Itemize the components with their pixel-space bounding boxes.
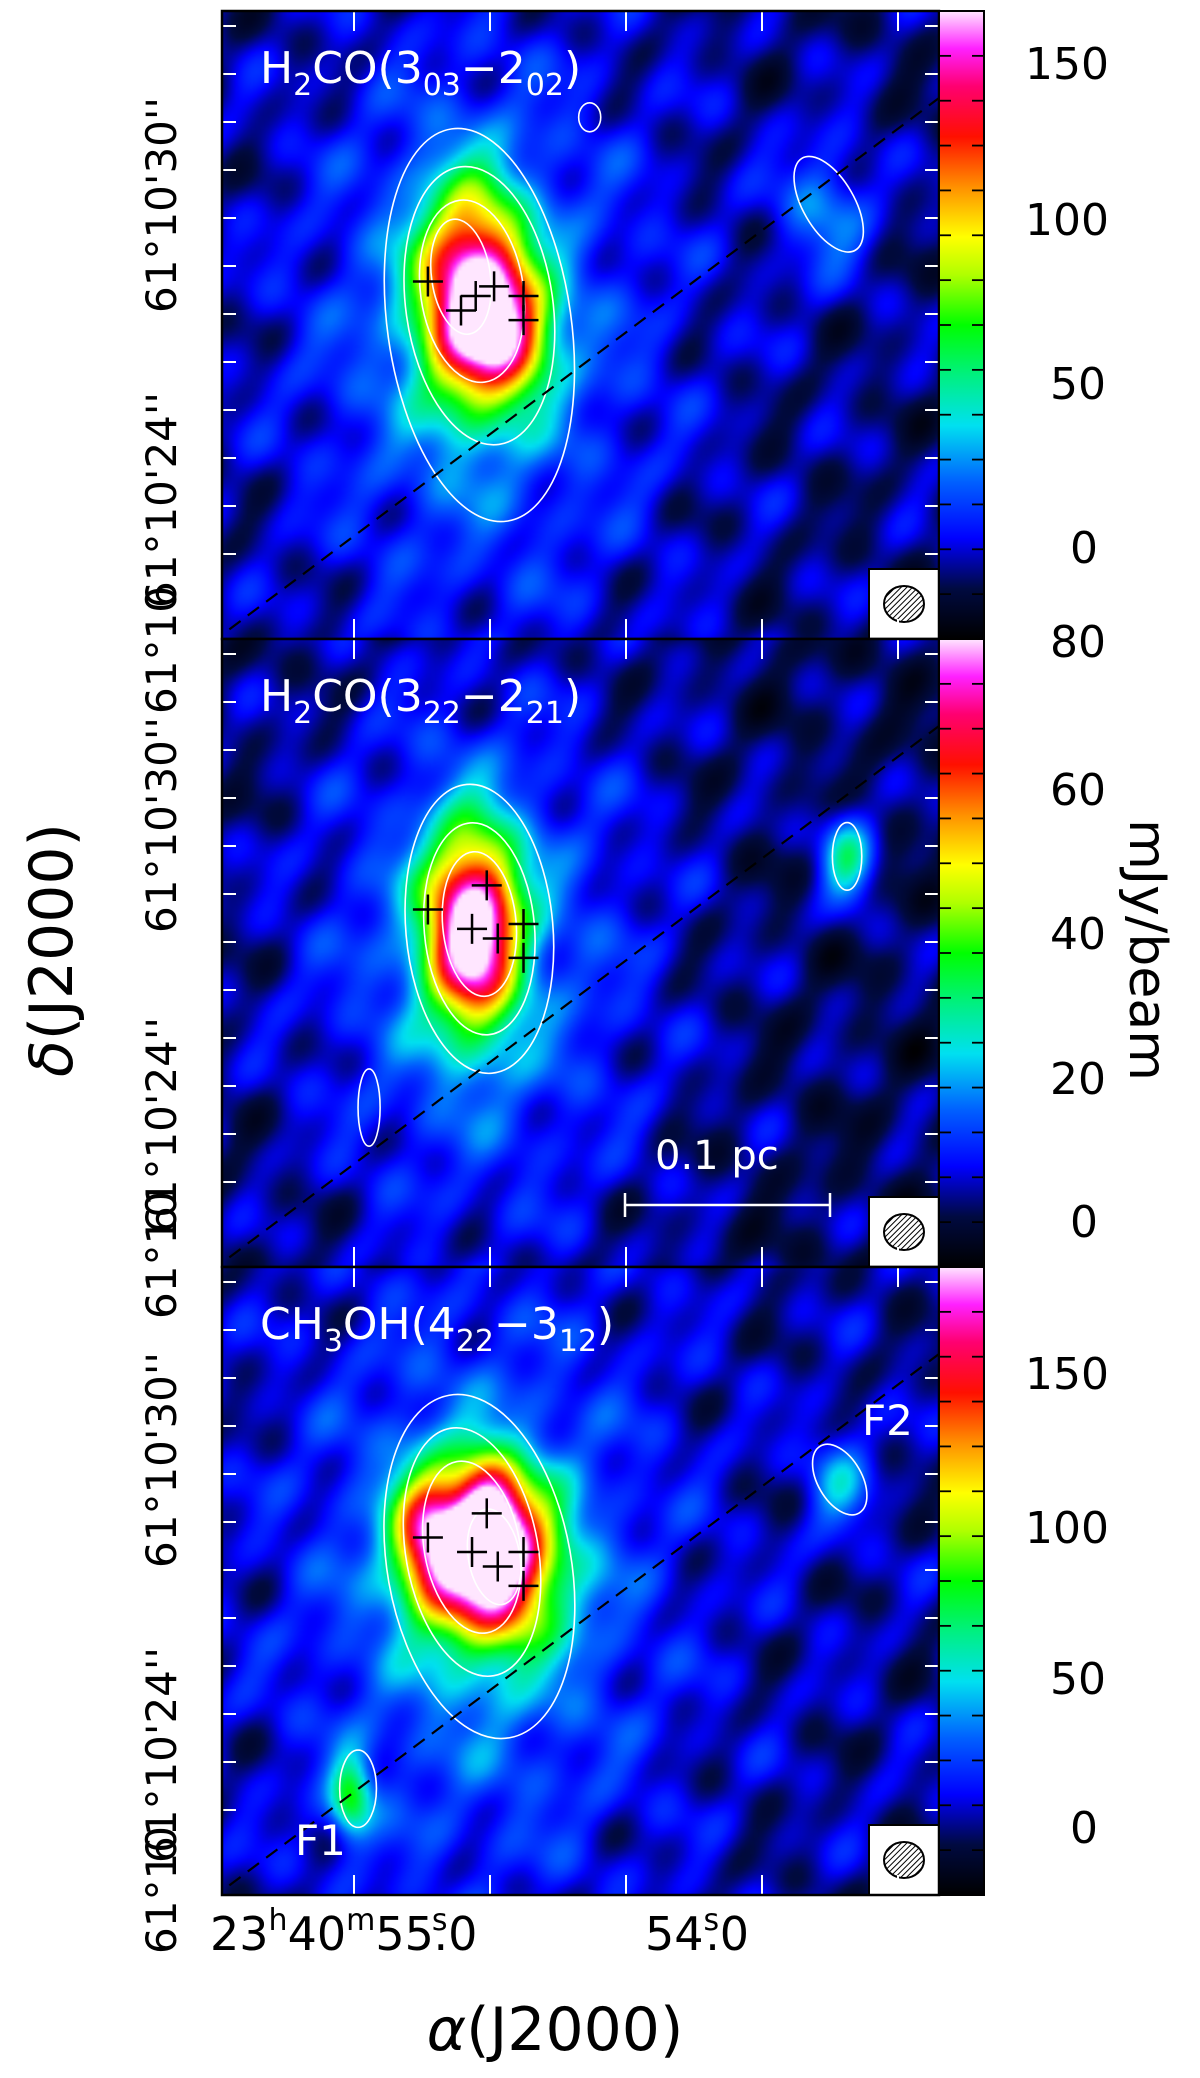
outflow-axis-line	[228, 97, 940, 631]
panel-title: H2CO(322−221)	[260, 671, 581, 731]
source-cross-marker	[471, 1498, 502, 1529]
x-tick-labels: 23h40m55s.0 54s.0	[210, 1903, 749, 1961]
contour-line	[831, 821, 863, 892]
cbar1-tick-20: 20	[1050, 1054, 1106, 1105]
intensity-map	[222, 1267, 939, 1895]
contour-line	[811, 1443, 868, 1516]
source-cross-marker	[457, 1537, 488, 1568]
outflow-axis-line	[228, 725, 940, 1259]
cbar1-tick-40: 40	[1050, 909, 1106, 960]
cbar0-tick-50: 50	[1050, 359, 1106, 410]
intensity-map	[222, 639, 939, 1267]
outflow-axis-line	[228, 1353, 940, 1887]
cbar0-tick-100: 100	[1025, 195, 1109, 246]
beam-ellipse	[868, 1824, 940, 1896]
x-axis-title: α(J2000)	[427, 1995, 684, 2065]
contour-line	[383, 127, 576, 523]
contour-line	[403, 165, 556, 446]
frame-ticks	[222, 639, 1035, 1267]
source-cross-marker	[460, 281, 491, 312]
scale-bar: 0.1 pc	[623, 1133, 832, 1217]
p0-ytick-24: 61°10'24''	[137, 392, 186, 608]
source-cross-marker	[471, 870, 502, 901]
cbar0-tick-0: 0	[1070, 523, 1098, 574]
contour-line	[577, 101, 602, 133]
panel-title: CH3OH(422−312)	[260, 1299, 614, 1359]
colorbar-0	[938, 10, 985, 640]
contour-line	[357, 1068, 381, 1148]
p2-ytick-30: 61°10'30''	[137, 1352, 186, 1568]
source-cross-marker	[508, 942, 539, 973]
cbar2-tick-50: 50	[1050, 1654, 1106, 1705]
contour-line	[421, 1460, 523, 1635]
cbar1-tick-60: 60	[1050, 765, 1106, 816]
scale-bar-label: 0.1 pc	[655, 1133, 779, 1179]
y-axis-delta: δ	[17, 1040, 87, 1077]
contour-line	[402, 1426, 542, 1678]
source-cross-marker	[508, 1537, 539, 1568]
contour-line	[404, 783, 555, 1075]
frame-ticks	[222, 1267, 1035, 1895]
source-cross-marker	[508, 1570, 539, 1601]
p2-ytick-bottom: 61°10	[137, 1826, 186, 1954]
x-tick-main: 23h40m55s.0	[210, 1903, 477, 1961]
y-axis-j2000: (J2000)	[17, 823, 87, 1040]
p0-ytick-bottom: 61°10	[137, 586, 186, 714]
cbar0-tick-150: 150	[1025, 39, 1109, 90]
cbar2-tick-100: 100	[1025, 1503, 1109, 1554]
p1-ytick-30: 61°10'30''	[137, 717, 186, 933]
colorbar-2	[938, 1266, 985, 1896]
source-cross-marker	[482, 923, 513, 954]
contour-line	[383, 1393, 576, 1740]
panel-title: H2CO(303−202)	[260, 43, 581, 103]
source-cross-marker	[508, 909, 539, 940]
y-axis-title: δ(J2000)	[17, 823, 87, 1077]
p1-ytick-bottom: 61°10	[137, 1191, 186, 1319]
p0-ytick-30: 61°10'30''	[137, 97, 186, 313]
source-cross-marker	[479, 271, 510, 302]
p2-ytick-24: 61°10'24''	[137, 1647, 186, 1863]
y-tick-labels: 61°10'30'' 61°10'24'' 61°10'30'' 61°10'2…	[137, 97, 186, 1954]
cbar1-tick-0: 0	[1070, 1197, 1098, 1248]
source-cross-marker	[412, 1522, 443, 1553]
source-cross-marker	[457, 913, 488, 944]
panel-h2co-322: H2CO(322−221) 0.1 pc	[220, 637, 1035, 1269]
x-tick-second: 54s.0	[645, 1903, 749, 1961]
source-cross-marker	[508, 281, 539, 312]
cbar2-tick-150: 150	[1025, 1349, 1109, 1400]
cbar0-bottom-label: 80	[1050, 617, 1106, 668]
beam-ellipse	[868, 1196, 940, 1268]
contour-line	[338, 1749, 378, 1829]
colorbar-1	[938, 638, 985, 1268]
source-cross-marker	[412, 894, 443, 925]
colorbar-unit-label: mJy/beam	[1117, 819, 1177, 1081]
beam-ellipse	[868, 568, 940, 640]
x-axis-alpha: α	[427, 1995, 467, 2065]
intensity-map	[222, 11, 939, 639]
cbar2-tick-0: 0	[1070, 1803, 1098, 1854]
x-axis-j2000: (J2000)	[466, 1995, 683, 2065]
label-f2: F2	[862, 1396, 913, 1445]
colorbar-labels: 150 100 50 0 80 60 40 20 0 150 100 50 0	[1025, 39, 1109, 1854]
p1-ytick-24: 61°10'24''	[137, 1017, 186, 1233]
source-cross-marker	[412, 266, 443, 297]
label-f1: F1	[295, 1816, 346, 1865]
contour-line	[441, 850, 518, 998]
source-cross-marker	[446, 295, 476, 326]
source-cross-marker	[482, 1551, 513, 1582]
panel-ch3oh-422: CH3OH(422−312) F1 F2	[220, 1265, 1035, 1897]
contour-line	[793, 155, 865, 253]
panel-h2co-303: H2CO(303−202)	[220, 9, 1035, 641]
frame-ticks	[222, 11, 1035, 639]
